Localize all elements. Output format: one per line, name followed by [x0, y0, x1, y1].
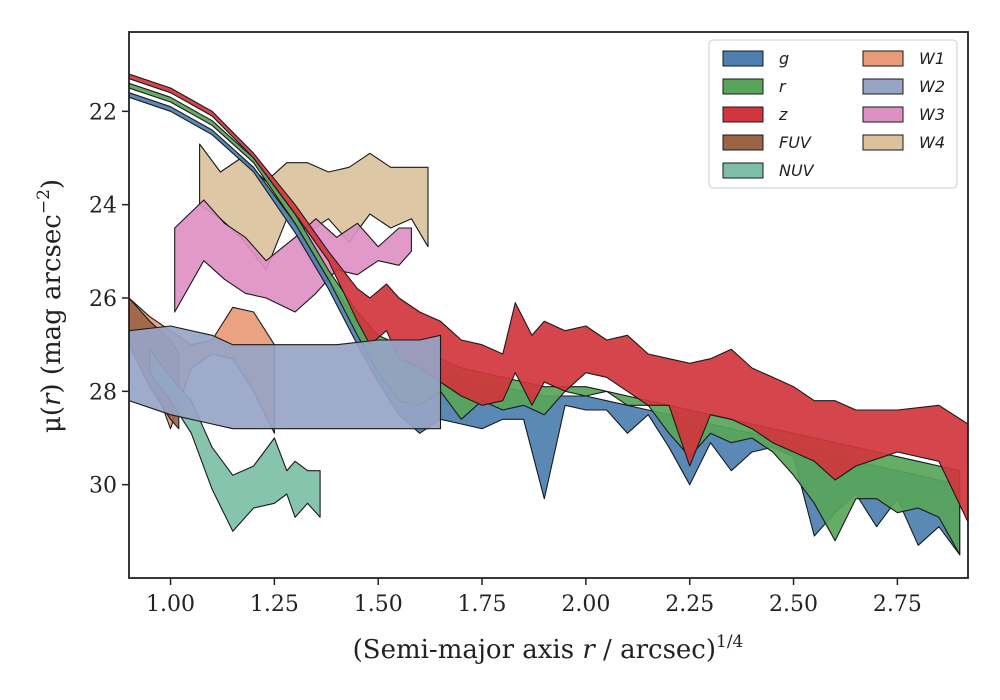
legend-swatch-w1	[862, 50, 904, 67]
y-tick-label: 30	[89, 474, 117, 499]
series-nuv-band	[149, 348, 321, 532]
legend-swatch-z	[722, 106, 764, 123]
legend-label-w4: W4	[919, 133, 945, 152]
y-axis-label: μ(r) (mag arcsec−2)	[34, 179, 67, 433]
x-tick-label: 2.00	[561, 592, 610, 617]
legend-swatch-w3	[862, 106, 904, 123]
y-tick-label: 22	[89, 100, 117, 125]
series-w3-band	[174, 199, 412, 313]
axes: 1.00 1.25 1.50 1.75 2.00 2.25 2.50 2.75 22 24 26 28…	[89, 31, 969, 617]
x-tick-label: 1.00	[146, 592, 195, 617]
x-tick-label: 1.25	[250, 592, 299, 617]
legend-swatch-g	[722, 50, 764, 67]
legend-swatch-nuv	[722, 162, 764, 179]
legend: grz FUV NUV W1 W2 W3 W4	[708, 39, 958, 189]
x-tick-label: 2.50	[769, 592, 818, 617]
plot-areas	[129, 73, 968, 556]
x-tick-label: 1.50	[354, 592, 403, 617]
plot-frame	[128, 31, 969, 579]
legend-label-w3: W3	[919, 105, 945, 124]
legend-swatch-w2	[862, 78, 904, 95]
legend-swatch-r	[722, 78, 764, 95]
legend-label-z: z	[778, 105, 788, 124]
legend-label-fuv: FUV	[779, 133, 812, 152]
legend-label-w1: W1	[919, 49, 945, 68]
legend-label-nuv: NUV	[779, 161, 815, 180]
legend-label-r: r	[779, 77, 787, 96]
x-tick-label: 1.75	[458, 592, 507, 617]
y-tick-label: 24	[89, 194, 117, 219]
legend-box	[708, 39, 958, 189]
legend-label-w2: W2	[919, 77, 945, 96]
legend-swatch-w4	[862, 134, 904, 151]
series-w2-band	[129, 325, 442, 430]
x-tick-label: 2.25	[665, 592, 714, 617]
x-axis-label: (Semi-major axis r / arcsec)1/4	[353, 632, 744, 665]
legend-label-g: g	[779, 49, 789, 68]
y-tick-label: 28	[89, 380, 117, 405]
y-tick-label: 26	[89, 287, 117, 312]
x-tick-label: 2.75	[873, 592, 922, 617]
legend-swatch-fuv	[722, 134, 764, 151]
